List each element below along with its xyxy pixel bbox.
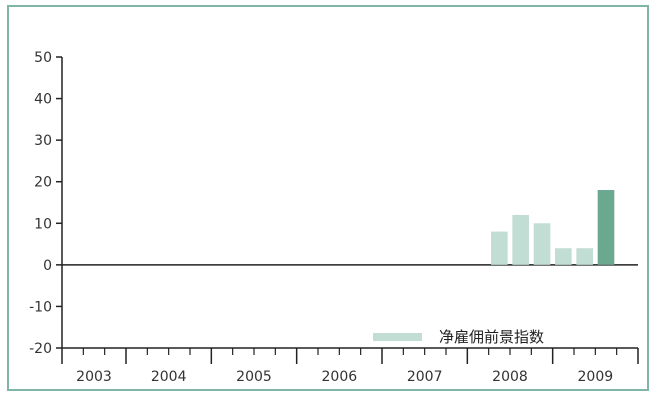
x-tick-label: 2006 [322,369,358,385]
bar-2009-q1 [555,248,572,265]
bar-2009-q3 [597,190,615,265]
x-axis: 2003 2004 2005 2006 2007 2008 2009 [61,347,639,385]
bar-2008-q3 [512,214,529,265]
x-tick-label: 2008 [492,369,528,385]
legend-label: 净雇佣前景指数 [439,328,544,346]
x-tick-label: 2004 [151,369,187,385]
y-tick-label: 30 [34,133,52,149]
x-tick-label: 2009 [578,369,614,385]
y-tick-label: 10 [34,216,52,232]
x-tick-label: 2005 [236,369,272,385]
legend-swatch [373,333,422,341]
y-tick-label: 40 [34,92,52,108]
y-tick-label: -10 [29,299,52,315]
x-tick-label: 2003 [76,369,112,385]
bars-group [491,190,615,265]
bar-2008-q4 [533,223,551,265]
y-axis: 50 40 30 20 10 0 -10 -20 [29,50,638,357]
y-tick-label: 0 [43,258,52,274]
y-tick-label: 50 [34,50,52,66]
bar-2008-q2 [491,231,508,265]
legend: 净雇佣前景指数 [373,328,544,346]
chart-frame [7,5,649,391]
x-tick-label: 2007 [407,369,443,385]
y-tick-label: 20 [34,175,52,191]
bar-2009-q2 [576,248,593,265]
y-tick-label: -20 [29,341,52,357]
